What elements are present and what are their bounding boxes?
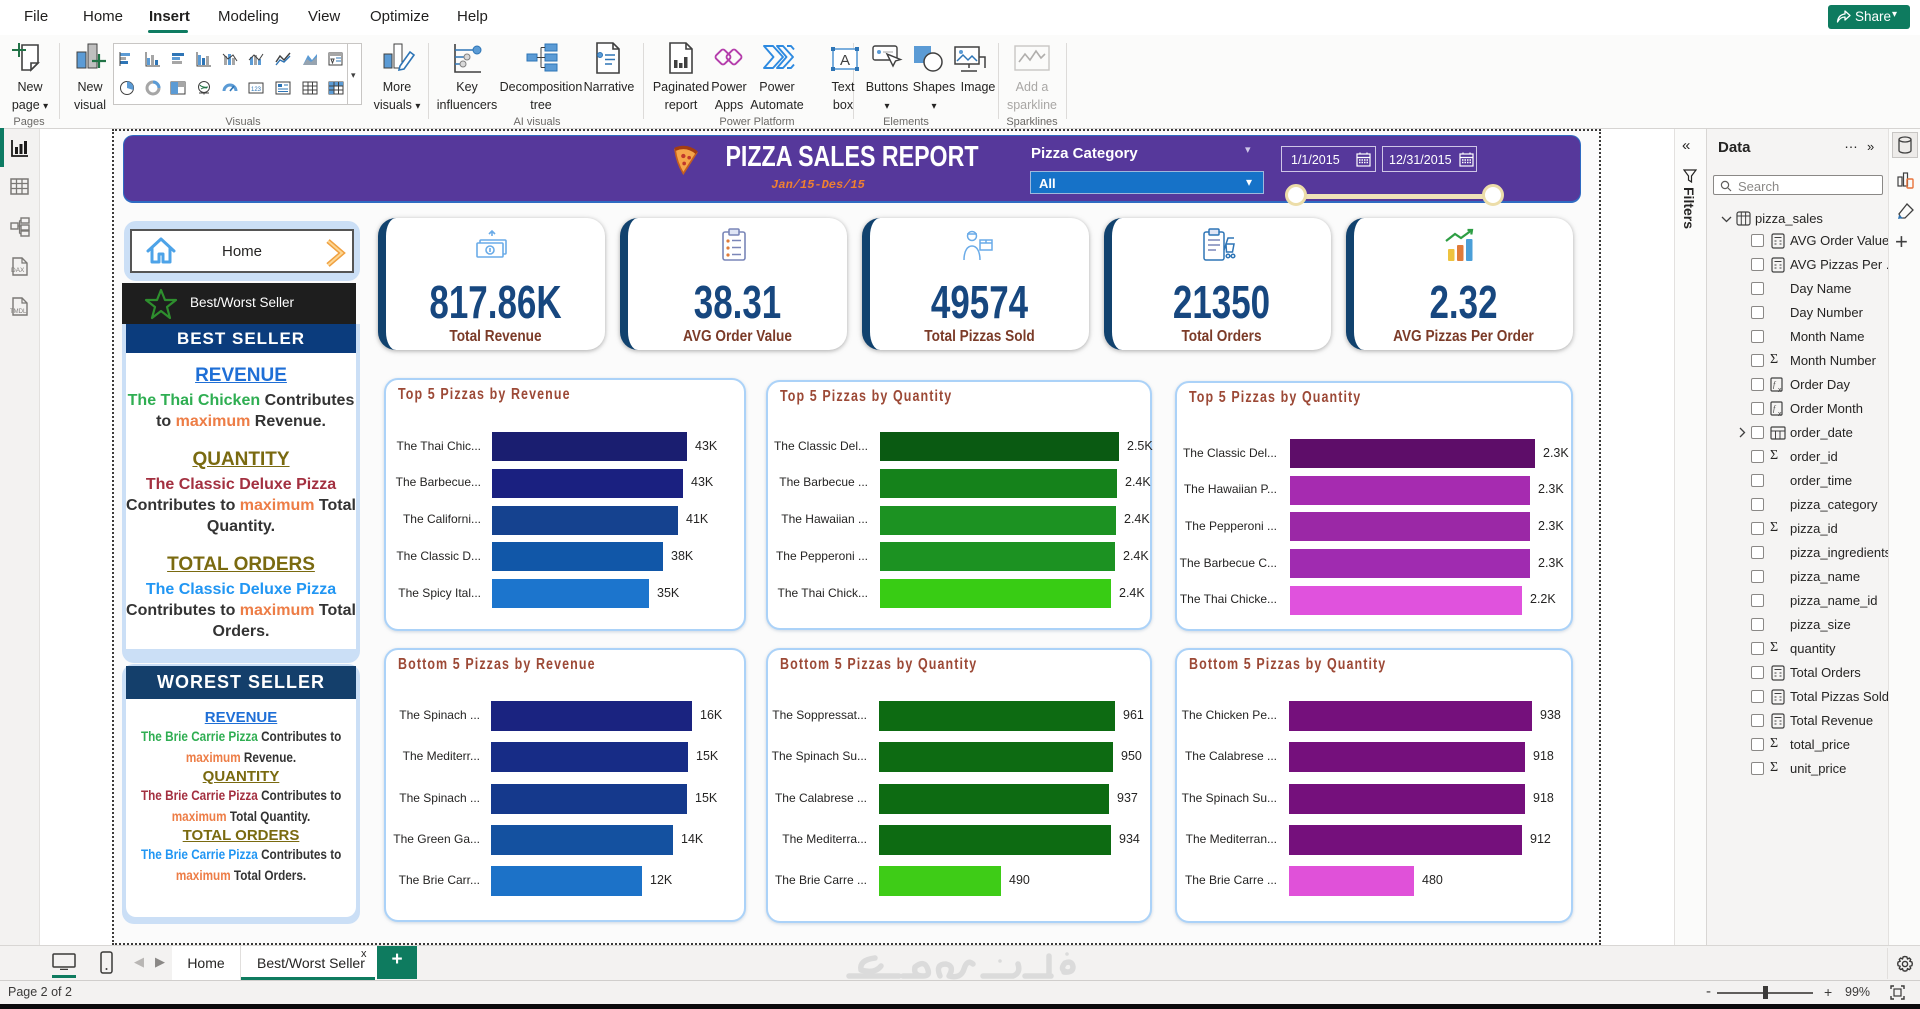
svg-text:f: f	[1773, 404, 1777, 413]
svg-text:f: f	[1773, 380, 1777, 389]
svg-text:x: x	[1778, 387, 1782, 393]
svg-text:DAX: DAX	[11, 267, 25, 274]
svg-text:TMDL: TMDL	[10, 309, 27, 315]
svg-text:x: x	[1778, 411, 1782, 417]
svg-text:123: 123	[251, 87, 262, 93]
svg-text:A: A	[840, 52, 850, 69]
